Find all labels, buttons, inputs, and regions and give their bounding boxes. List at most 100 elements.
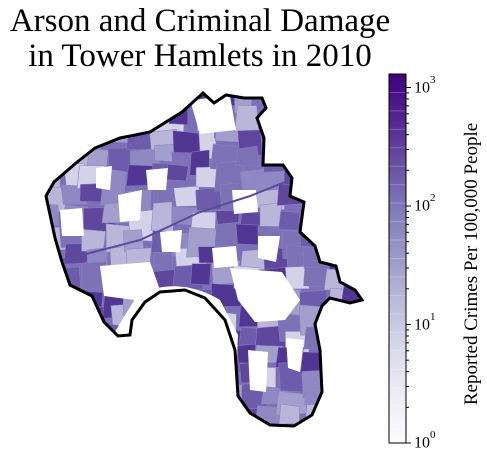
map-area-cell	[125, 93, 159, 116]
map-area-cell	[165, 163, 189, 182]
map-area-cell	[78, 369, 109, 393]
title-line-1: Arson and Criminal Damage	[9, 3, 391, 39]
no-data-area	[160, 230, 182, 252]
map-area-cell	[130, 424, 161, 426]
map-area-cell	[102, 93, 130, 115]
map-area-cell	[343, 402, 362, 426]
colorbar-tick-label: 103	[414, 73, 436, 97]
map-area-cell	[164, 93, 188, 110]
map-area-cell	[166, 406, 193, 426]
no-data-area	[118, 190, 142, 222]
map-area-cell	[236, 432, 269, 457]
no-data-area	[146, 168, 168, 190]
map-area-cell	[277, 403, 300, 426]
no-data-area	[60, 208, 84, 236]
colorbar-tick-label: 101	[414, 310, 436, 334]
map-area-cell	[275, 93, 310, 112]
map-area-cell	[101, 365, 127, 395]
no-data-area	[190, 96, 236, 134]
map-area-cell	[59, 412, 91, 426]
map-area-cell	[127, 329, 161, 353]
map-area-cell	[87, 387, 107, 407]
map-area-cell	[104, 405, 133, 426]
map-area-cell	[302, 123, 327, 149]
map-area-cell	[125, 364, 151, 392]
title-line-2: in Tower Hamlets in 2010	[28, 38, 372, 74]
map-area-cell	[326, 323, 353, 344]
tick-exponent: 1	[430, 310, 436, 323]
map-area-cell	[345, 102, 362, 125]
map-area-cell	[102, 427, 122, 451]
map-area-cell	[284, 142, 306, 171]
colorbar-fill	[389, 74, 406, 443]
map-area-cell	[341, 170, 362, 191]
map-area-cell	[286, 129, 315, 153]
map-area-cell	[234, 104, 260, 133]
map-area-cell	[307, 423, 329, 426]
tick-base: 10	[414, 434, 430, 452]
map-area-cell	[63, 292, 90, 322]
map-area-cell	[302, 171, 329, 193]
map-cells	[46, 93, 362, 460]
colorbar-tick-label: 102	[414, 192, 436, 215]
colorbar-bands	[389, 91, 406, 426]
map-area-cell	[234, 146, 260, 167]
map-area-cell	[330, 183, 352, 207]
map-area-cell	[46, 363, 67, 385]
map-area-cell	[85, 429, 115, 460]
map-area-cell	[46, 387, 61, 405]
map-area-cell	[350, 304, 362, 337]
map-fill-group	[46, 93, 362, 460]
colorbar-tick-label: 100	[414, 429, 436, 452]
map-area-cell	[236, 408, 258, 426]
tick-exponent: 2	[430, 192, 436, 204]
map-area-cell	[349, 184, 362, 204]
map-area-cell	[192, 405, 216, 426]
map-area-cell	[324, 408, 357, 426]
tick-base: 10	[414, 78, 430, 96]
tick-exponent: 0	[430, 429, 436, 441]
map-area-cell	[327, 210, 354, 242]
map-area-cell	[100, 108, 126, 138]
map-area-cell	[60, 107, 90, 136]
map-area-cell	[194, 343, 219, 363]
map-area-cell	[76, 93, 104, 105]
map-area-cell	[152, 328, 188, 347]
map-area-cell	[46, 93, 60, 110]
map-area-cell	[166, 329, 193, 348]
map-area-cell	[46, 265, 60, 286]
map-area-cell	[46, 127, 65, 145]
map-area-cell	[63, 386, 86, 417]
map-area-cell	[327, 371, 348, 399]
map-area-cell	[302, 93, 326, 112]
colorbar-label: Reported Crimes Per 100,000 People	[461, 122, 482, 406]
map-area-cell	[323, 309, 350, 333]
map-area-cell	[195, 385, 219, 411]
map-title: Arson and Criminal Damage in Tower Hamle…	[0, 4, 400, 74]
map-area-cell	[347, 389, 362, 408]
tick-exponent: 3	[430, 73, 436, 86]
map-area-cell	[165, 421, 199, 426]
map-area-cell	[214, 222, 239, 248]
map-area-cell	[61, 307, 97, 331]
no-data-area	[212, 246, 238, 268]
map-area-cell	[46, 329, 64, 360]
map-area-cell	[348, 229, 362, 254]
map-area-cell	[167, 366, 193, 400]
map-area-cell	[127, 407, 162, 426]
map-area-cell	[349, 348, 362, 366]
map-area-cell	[170, 380, 195, 400]
no-data-area	[248, 350, 268, 392]
map-area-cell	[172, 351, 198, 369]
map-area-cell	[260, 423, 281, 426]
map-area-cell	[46, 145, 63, 173]
map-area-cell	[151, 426, 181, 454]
map-area-cell	[349, 127, 362, 158]
map-area-cell	[77, 329, 108, 356]
map-area-cell	[78, 347, 103, 365]
map-area-cell	[60, 347, 89, 367]
map-area-cell	[196, 330, 230, 355]
map-area-cell	[98, 382, 124, 407]
map-area-cell	[351, 243, 362, 267]
